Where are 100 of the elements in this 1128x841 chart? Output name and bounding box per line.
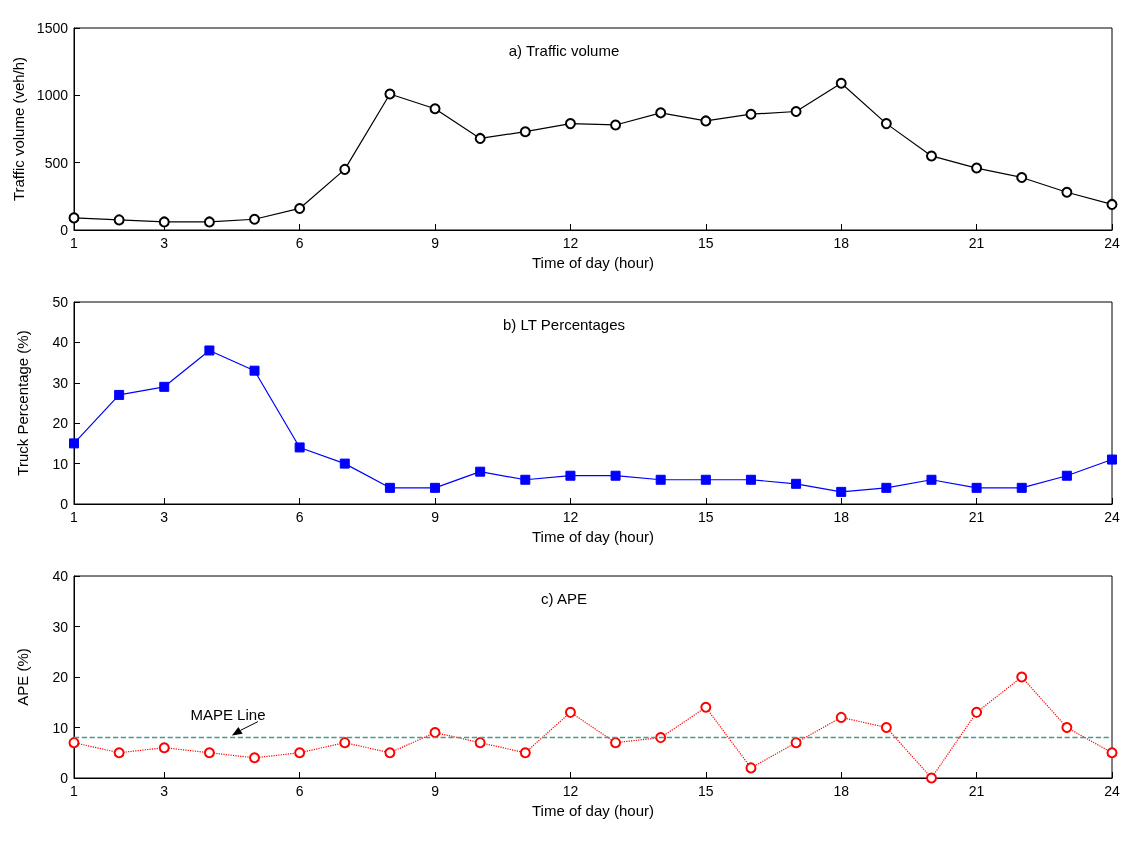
- y-tick-label: 20: [52, 415, 69, 432]
- x-tick-label: 9: [431, 509, 440, 525]
- x-tick-label: 6: [295, 509, 304, 525]
- point: [339, 458, 350, 469]
- point: [249, 365, 260, 376]
- point: [655, 107, 667, 119]
- y-tick-label: 30: [52, 618, 69, 635]
- x-tick-label: 3: [160, 509, 169, 525]
- point: [836, 486, 847, 497]
- point: [474, 737, 486, 749]
- point: [1016, 171, 1028, 183]
- point: [791, 478, 802, 489]
- point: [564, 706, 576, 718]
- point: [1106, 747, 1118, 759]
- y-tick-label: 50: [52, 294, 69, 310]
- point: [475, 466, 486, 477]
- x-tick-label: 15: [698, 235, 714, 251]
- point: [519, 747, 531, 759]
- point: [745, 108, 757, 120]
- x-axis-title: Time of day (hour): [532, 801, 654, 819]
- x-tick-label: 1: [70, 509, 79, 525]
- x-tick-label: 24: [1104, 783, 1120, 799]
- point: [249, 752, 261, 764]
- x-tick-label: 9: [431, 783, 440, 799]
- x-tick-label: 9: [431, 235, 440, 251]
- x-tick-label: 15: [698, 783, 714, 799]
- point: [1061, 722, 1073, 733]
- point: [700, 115, 712, 127]
- x-tick-label: 12: [562, 235, 579, 251]
- point: [203, 216, 215, 228]
- point: [1061, 470, 1072, 481]
- point: [520, 474, 531, 485]
- point: [113, 214, 125, 226]
- y-tick-label: 30: [52, 374, 69, 391]
- point: [655, 474, 666, 485]
- point: [69, 438, 79, 449]
- point: [1107, 454, 1117, 465]
- point: [68, 737, 80, 749]
- y-axis-title: Truck Percentage (%): [14, 330, 31, 476]
- y-tick-label: 0: [60, 222, 69, 238]
- point: [203, 747, 215, 759]
- point: [339, 737, 351, 749]
- point: [971, 482, 982, 493]
- point: [294, 747, 306, 759]
- x-tick-label: 1: [70, 235, 79, 251]
- x-tick-label: 21: [968, 783, 985, 799]
- point: [700, 474, 711, 485]
- y-axis-title: APE (%): [14, 648, 31, 706]
- y-tick-label: 1000: [36, 87, 69, 104]
- y-tick-label: 40: [52, 568, 69, 584]
- point: [158, 742, 170, 754]
- point: [1106, 198, 1118, 210]
- point: [880, 118, 892, 130]
- point: [790, 737, 802, 749]
- point: [1016, 671, 1028, 683]
- point: [429, 727, 441, 739]
- point: [159, 381, 170, 392]
- point: [881, 482, 892, 493]
- y-tick-label: 40: [52, 334, 69, 351]
- point: [158, 216, 170, 228]
- point: [1061, 186, 1073, 198]
- x-axis-title: Time of day (hour): [532, 253, 654, 271]
- point: [294, 202, 306, 214]
- y-tick-label: 20: [52, 669, 69, 685]
- y-tick-label: 10: [52, 455, 69, 472]
- point: [294, 442, 305, 453]
- point: [610, 119, 622, 131]
- x-tick-label: 18: [833, 235, 850, 251]
- point: [610, 470, 621, 481]
- point: [655, 732, 667, 744]
- y-tick-label: 0: [60, 770, 69, 786]
- x-tick-label: 21: [968, 509, 985, 525]
- text: c) APE: [541, 590, 587, 607]
- point: [835, 711, 847, 723]
- y-tick-label: 500: [44, 154, 69, 171]
- point: [430, 482, 441, 493]
- x-tick-label: 24: [1104, 509, 1120, 525]
- x-tick-label: 3: [160, 783, 169, 799]
- x-tick-label: 18: [833, 783, 850, 799]
- point: [610, 737, 622, 749]
- point: [700, 701, 712, 713]
- x-tick-label: 21: [968, 235, 985, 251]
- point: [384, 482, 395, 493]
- x-axis-title: Time of day (hour): [532, 527, 654, 545]
- x-tick-label: 12: [562, 783, 579, 799]
- point: [384, 88, 396, 100]
- point: [745, 762, 757, 774]
- point: [926, 474, 937, 485]
- y-axis-title: Traffic volume (veh/h): [9, 56, 27, 202]
- point: [925, 772, 937, 784]
- point: [113, 747, 125, 759]
- point: [564, 118, 576, 130]
- annotation: MAPE Line: [190, 705, 266, 723]
- y-tick-label: 10: [52, 719, 69, 736]
- text: a) Traffic volume: [508, 42, 620, 59]
- point: [68, 212, 80, 224]
- x-tick-label: 6: [295, 235, 304, 251]
- point: [384, 747, 396, 759]
- y-tick-label: 1500: [36, 20, 69, 36]
- text: b) LT Percentages: [502, 316, 626, 333]
